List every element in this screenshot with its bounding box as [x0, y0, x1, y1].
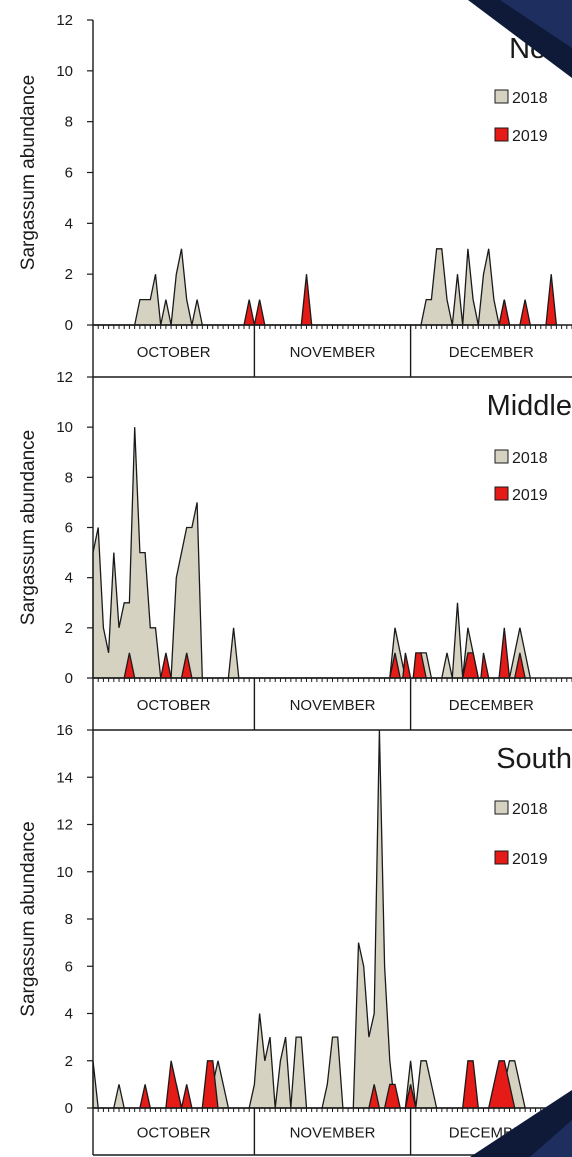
legend-label-2018: 2018	[512, 801, 548, 818]
y-axis-label: Sargassum abundance	[18, 75, 39, 270]
y-tick-label: 4	[65, 215, 73, 232]
legend-label-2019: 2019	[512, 128, 548, 145]
corner-ribbon-top-inner	[500, 0, 572, 48]
legend-swatch-2019	[494, 850, 509, 865]
panel-title: Middle	[487, 390, 572, 422]
y-tick-label: 4	[65, 1006, 73, 1023]
month-label-november: NOVEMBER	[290, 344, 376, 361]
y-tick-label: 2	[65, 620, 73, 637]
legend-swatch-2018	[494, 800, 509, 815]
month-label-october: OCTOBER	[137, 697, 211, 714]
month-label-december: DECEMBER	[449, 344, 534, 361]
corner-ribbon-bottom	[470, 1090, 572, 1157]
panel-title: South	[496, 743, 572, 775]
y-tick-label: 14	[56, 769, 73, 786]
y-axis-label: Sargassum abundance	[18, 430, 39, 625]
y-tick-label: 10	[56, 864, 73, 881]
y-tick-label: 0	[65, 670, 73, 687]
legend-label-2018: 2018	[512, 450, 548, 467]
legend-swatch-2019	[494, 486, 509, 501]
y-tick-label: 10	[56, 63, 73, 80]
y-tick-label: 8	[65, 911, 73, 928]
y-tick-label: 0	[65, 317, 73, 334]
y-tick-label: 6	[65, 165, 73, 182]
month-label-december: DECEMBER	[449, 697, 534, 714]
y-tick-label: 8	[65, 469, 73, 486]
y-tick-label: 4	[65, 570, 73, 587]
y-tick-label: 2	[65, 266, 73, 283]
y-tick-label: 0	[65, 1100, 73, 1117]
legend-swatch-2018	[494, 449, 509, 464]
corner-ribbon-bottom-inner	[530, 1120, 572, 1157]
legend-swatch-2018	[494, 89, 509, 104]
y-axis-label: Sargassum abundance	[18, 821, 39, 1016]
legend-label-2018: 2018	[512, 90, 548, 107]
series-2019-area	[93, 627, 526, 679]
panel-south: OCTOBER NOVEMBER DECEMBER0246810121416Sarg…	[18, 722, 572, 1156]
series-2018-area	[92, 729, 526, 1109]
panel-middle: OCTOBER NOVEMBER DECEMBER 0 2 4 6 8 10 12 Sargassu…	[18, 369, 572, 731]
y-tick-label: 2	[65, 1053, 73, 1070]
y-tick-label: 12	[56, 12, 73, 29]
y-tick-label: 8	[65, 114, 73, 131]
series-2018-area	[93, 248, 511, 326]
y-tick-label: 12	[56, 369, 73, 386]
y-tick-label: 6	[65, 520, 73, 537]
month-label-october: OCTOBER	[137, 1125, 211, 1142]
month-label-october: OCTOBER	[137, 344, 211, 361]
legend-label-2019: 2019	[512, 851, 548, 868]
month-label-november: NOVEMBER	[290, 697, 376, 714]
legend-label-2019: 2019	[512, 487, 548, 504]
y-tick-label: 12	[56, 817, 73, 834]
y-tick-label: 6	[65, 958, 73, 975]
panel-north: OCTOBER NOVEMBER DECEMBER 0 2 4 6 8 10 12 Sargassu…	[18, 12, 572, 378]
series-2018-area	[92, 427, 532, 679]
y-tick-label: 16	[56, 722, 73, 739]
y-tick-label: 10	[56, 419, 73, 436]
month-label-november: NOVEMBER	[290, 1125, 376, 1142]
legend-swatch-2019	[494, 127, 509, 142]
